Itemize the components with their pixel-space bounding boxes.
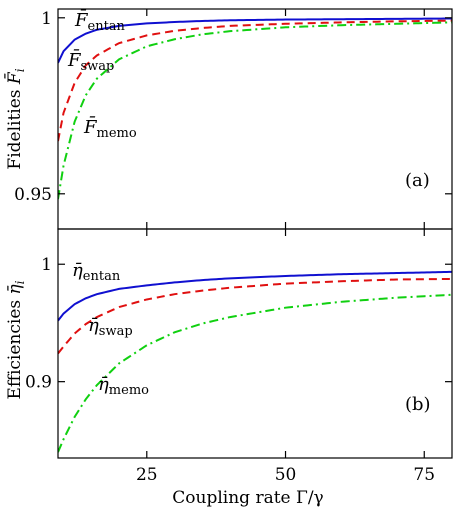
series-line-memo xyxy=(58,293,452,453)
y-tick-label: 0.95 xyxy=(14,185,52,205)
series-label-entan: η̄entan xyxy=(72,260,121,284)
panel-b-efficiencies: 0.9 1 25 50 75 Efficiencies η̄i (b) η̄entan η̄sw… xyxy=(5,228,453,485)
x-tick-label: 75 xyxy=(413,465,435,485)
series-label-entan: F̄entan xyxy=(74,8,126,34)
series-line-entan xyxy=(58,270,452,322)
x-tick-label: 50 xyxy=(275,465,297,485)
series-label-memo: F̄memo xyxy=(83,115,137,141)
series-label-swap: η̄swap xyxy=(88,315,133,339)
x-tick-label: 25 xyxy=(136,465,158,485)
series-label-swap: F̄swap xyxy=(67,48,114,74)
plot-frame xyxy=(57,8,453,230)
panel-label: (b) xyxy=(405,394,431,415)
y-tick-label: 1 xyxy=(41,255,52,275)
y-axis-title: Fidelities F̄i xyxy=(3,68,27,169)
plot-frame xyxy=(57,228,453,459)
series-label-memo: η̄memo xyxy=(98,374,149,398)
y-tick-label: 1 xyxy=(41,9,52,29)
panel-a-fidelities: 0.95 1 Fidelities F̄i (a) F̄entan F̄swap F̄mem… xyxy=(3,8,453,230)
series-line-swap xyxy=(58,19,452,142)
series-line-memo xyxy=(58,21,452,200)
series-line-entan xyxy=(58,17,452,64)
series-line-swap xyxy=(58,277,452,355)
x-axis-title: Coupling rate Γ/γ xyxy=(172,488,323,508)
panel-label: (a) xyxy=(405,170,430,191)
y-tick-label: 0.9 xyxy=(25,373,52,393)
y-axis-title: Efficiencies η̄i xyxy=(5,280,27,399)
